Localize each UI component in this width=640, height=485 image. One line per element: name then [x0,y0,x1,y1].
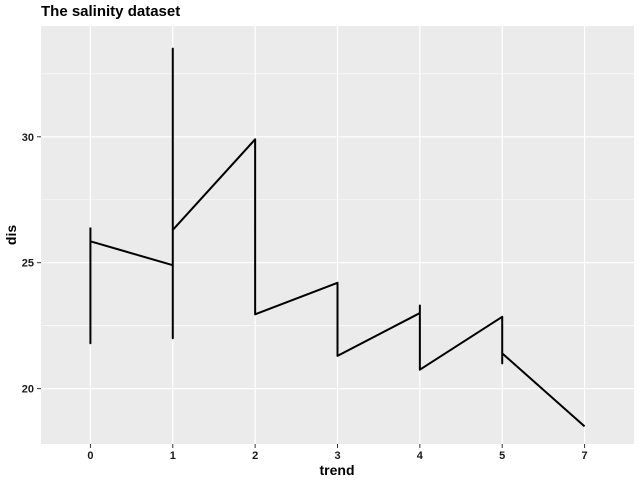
series-line [89,47,586,428]
x-axis-title: trend [320,462,355,478]
x-tick-label: 5 [499,450,505,462]
y-tick-label: 20 [22,384,34,396]
y-axis-title: dis [3,225,19,245]
x-tick-label: 2 [252,450,258,462]
x-tick-label: 0 [87,450,93,462]
x-tick-label: 3 [334,450,340,462]
y-tick-label: 25 [22,258,34,270]
x-axis-ticks: 0 1 2 3 4 5 7 [87,444,588,462]
chart-title: The salinity dataset [41,3,180,20]
y-tick-label: 30 [22,132,34,144]
x-tick-label: 7 [582,450,588,462]
y-axis-ticks: 20 25 30 [22,132,41,396]
x-tick-label: 4 [417,450,424,462]
x-tick-label: 1 [170,450,176,462]
series-layer [89,47,586,428]
